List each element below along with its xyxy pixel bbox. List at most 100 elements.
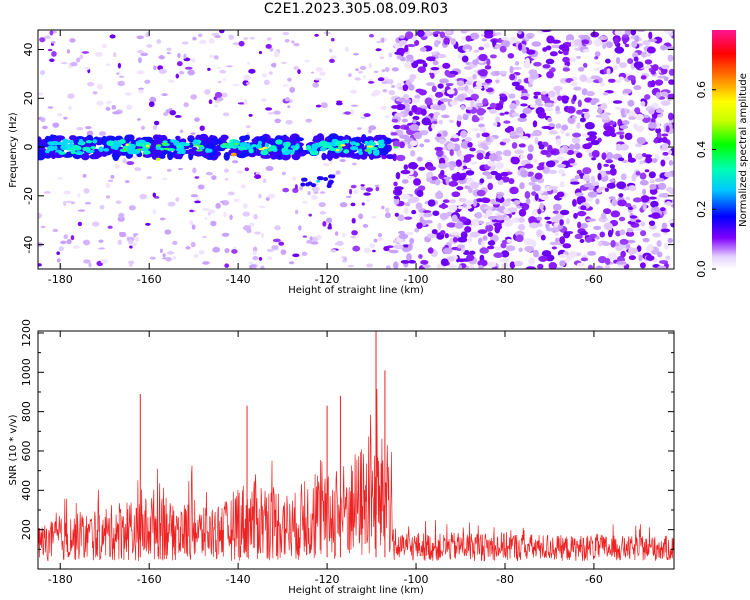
noise-blob — [448, 204, 458, 212]
noise-blob — [574, 175, 581, 180]
noise-blob — [478, 69, 488, 77]
noise-blob — [415, 202, 423, 210]
noise-blob — [563, 51, 569, 56]
noise-blob — [478, 46, 485, 51]
noise-blob — [585, 236, 592, 243]
noise-blob — [413, 131, 423, 140]
signal-blob — [294, 137, 304, 142]
noise-blob — [377, 233, 383, 238]
noise-blob — [452, 237, 458, 243]
noise-blob — [179, 129, 184, 134]
signal-peak — [267, 149, 272, 152]
noise-blob — [499, 45, 507, 53]
noise-blob — [624, 132, 633, 141]
noise-blob — [458, 197, 467, 202]
noise-blob — [325, 217, 333, 223]
noise-blob — [620, 173, 627, 181]
noise-blob — [456, 244, 465, 249]
noise-blob — [584, 97, 593, 103]
noise-blob — [211, 32, 220, 36]
noise-blob — [618, 216, 626, 222]
noise-blob — [528, 257, 536, 265]
noise-blob — [361, 202, 365, 206]
noise-blob — [177, 52, 181, 58]
noise-blob — [444, 233, 450, 239]
noise-blob — [650, 80, 656, 88]
noise-blob — [246, 125, 251, 129]
noise-blob — [439, 212, 449, 220]
noise-blob — [131, 242, 138, 247]
noise-blob — [524, 163, 534, 169]
signal-core — [349, 146, 359, 151]
noise-blob — [582, 62, 588, 68]
noise-blob — [582, 143, 592, 150]
signal-core — [305, 144, 312, 151]
noise-blob — [522, 107, 532, 115]
noise-blob — [475, 80, 482, 87]
noise-blob — [193, 253, 199, 259]
noise-blob — [665, 201, 672, 206]
signal-blob — [112, 152, 120, 162]
secondary-blob — [305, 182, 311, 187]
noise-blob — [470, 161, 478, 165]
noise-blob — [531, 132, 538, 137]
noise-blob — [57, 112, 63, 117]
noise-blob — [294, 184, 298, 190]
noise-blob — [406, 175, 416, 180]
signal-core — [53, 145, 58, 151]
noise-blob — [354, 77, 362, 81]
noise-blob — [172, 256, 177, 260]
noise-blob — [198, 33, 203, 38]
signal-core — [290, 145, 297, 149]
noise-blob — [132, 155, 139, 160]
noise-blob — [355, 68, 360, 71]
noise-blob — [418, 254, 423, 259]
noise-blob — [440, 229, 446, 236]
noise-blob — [670, 203, 674, 208]
noise-blob — [548, 90, 556, 98]
y-tick-label: 20 — [22, 91, 35, 105]
noise-blob — [594, 51, 601, 57]
noise-blob — [584, 111, 591, 120]
noise-blob — [511, 142, 518, 149]
noise-blob — [549, 51, 558, 57]
noise-blob — [382, 89, 388, 93]
noise-blob — [446, 89, 455, 95]
noise-blob — [153, 65, 157, 71]
noise-blob — [636, 30, 646, 33]
noise-blob — [506, 238, 512, 244]
noise-blob — [293, 42, 300, 47]
noise-blob — [514, 149, 525, 154]
noise-blob — [419, 130, 429, 136]
noise-blob — [204, 89, 211, 95]
noise-blob — [77, 193, 81, 198]
noise-blob — [359, 65, 367, 70]
noise-blob — [322, 162, 330, 167]
noise-blob — [334, 231, 339, 236]
noise-blob — [643, 114, 650, 118]
noise-blob — [640, 195, 650, 203]
colorbar-label: Normalized spectral amplitude — [738, 73, 749, 227]
noise-blob — [616, 181, 627, 190]
noise-blob — [141, 125, 145, 131]
noise-blob — [166, 52, 171, 55]
noise-blob — [419, 46, 427, 52]
x-tick-label: -120 — [315, 573, 340, 586]
signal-core — [320, 146, 327, 152]
noise-blob — [479, 126, 487, 133]
noise-blob — [352, 162, 357, 166]
colorbar-tick-label: 0.4 — [695, 141, 708, 159]
noise-blob — [625, 230, 635, 237]
noise-blob — [642, 40, 651, 46]
noise-blob — [66, 238, 72, 245]
noise-blob — [124, 180, 130, 184]
noise-blob — [430, 67, 440, 71]
noise-blob — [310, 241, 319, 245]
noise-blob — [92, 91, 98, 95]
noise-blob — [215, 202, 221, 209]
noise-blob — [49, 30, 54, 36]
noise-blob — [511, 81, 520, 87]
noise-blob — [311, 236, 318, 243]
noise-blob — [489, 155, 496, 162]
noise-blob — [47, 48, 53, 52]
